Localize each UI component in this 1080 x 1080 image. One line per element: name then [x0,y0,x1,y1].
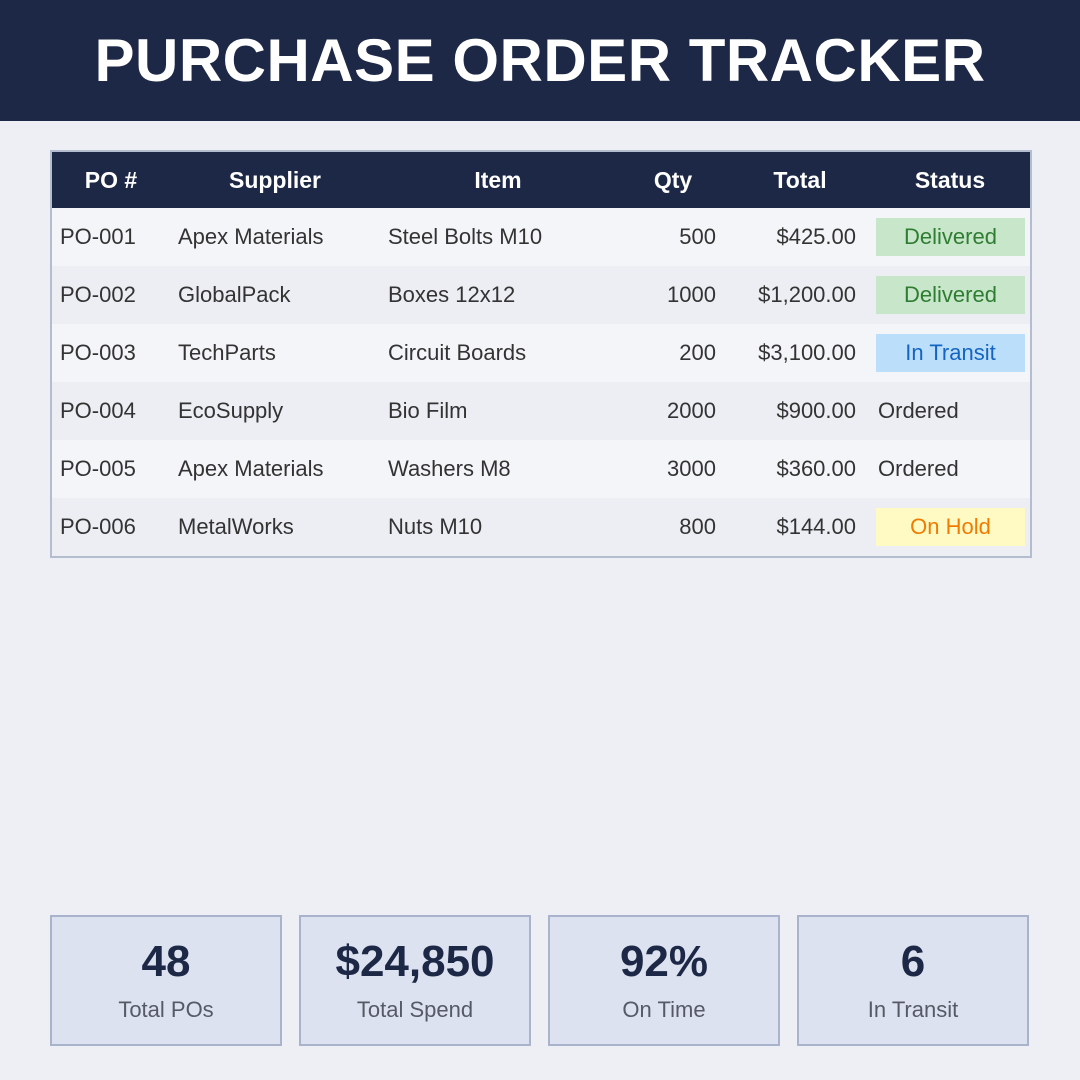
column-header-status[interactable]: Status [914,166,986,193]
stat-card-total-pos: 48 Total POs [50,915,282,1046]
stat-value: 48 [141,937,191,986]
item-cell: Washers M8 [388,456,511,481]
po-cell: PO-003 [60,340,136,365]
status-badge: Delivered [876,218,1025,256]
stat-label: On Time [622,997,706,1022]
supplier-cell: Apex Materials [178,224,324,249]
supplier-cell: GlobalPack [178,282,291,307]
supplier-cell: EcoSupply [178,398,284,423]
purchase-order-table: PO # Supplier Item Qty Total Status PO-0… [50,150,1032,558]
qty-cell: 3000 [667,456,716,481]
total-cell: $900.00 [776,398,856,423]
page-header: PURCHASE ORDER TRACKER [0,0,1080,121]
column-header-total[interactable]: Total [773,166,827,193]
status-cell: Ordered [870,382,1030,440]
po-cell: PO-001 [60,224,136,249]
table-row[interactable]: PO-005 Apex Materials Washers M8 3000 $360.0… [52,440,1030,498]
status-badge: In Transit [876,334,1025,372]
status-badge: Ordered [878,456,959,481]
stat-label: Total Spend [356,997,474,1022]
total-cell: $425.00 [776,224,856,249]
status-cell: Ordered [870,440,1030,498]
stat-card-total-spend: $24,850 Total Spend [299,915,531,1046]
status-badge: Delivered [876,276,1025,314]
qty-cell: 1000 [667,282,716,307]
qty-cell: 2000 [667,398,716,423]
stat-card-on-time: 92% On Time [548,915,780,1046]
summary-stats: 48 Total POs $24,850 Total Spend 92% On … [50,915,1030,1046]
total-cell: $1,200.00 [758,282,856,307]
item-cell: Steel Bolts M10 [388,224,543,249]
status-cell: Delivered [870,208,1030,266]
item-cell: Circuit Boards [388,340,527,365]
stat-label: Total POs [118,997,214,1022]
stat-value: 6 [900,937,926,986]
column-header-po[interactable]: PO # [84,166,138,193]
status-badge: On Hold [876,508,1025,546]
table-row[interactable]: PO-003 TechParts Circuit Boards 200 $3,100.0… [52,324,1030,382]
qty-cell: 200 [679,340,716,365]
page-title: PURCHASE ORDER TRACKER [94,27,986,94]
status-badge: Ordered [878,398,959,423]
column-header-item[interactable]: Item [474,166,522,193]
status-cell: In Transit [870,324,1030,382]
table-header-row: PO # Supplier Item Qty Total Status [52,152,1030,208]
table-row[interactable]: PO-001 Apex Materials Steel Bolts M10 500 $4… [52,208,1030,266]
po-cell: PO-005 [60,456,136,481]
status-cell: On Hold [870,498,1030,556]
po-cell: PO-002 [60,282,136,307]
qty-cell: 800 [679,514,716,539]
table-row[interactable]: PO-006 MetalWorks Nuts M10 800 $144.00 On Hol… [52,498,1030,556]
table-row[interactable]: PO-002 GlobalPack Boxes 12x12 1000 $1,200.00… [52,266,1030,324]
total-cell: $144.00 [776,514,856,539]
item-cell: Bio Film [388,398,468,423]
po-cell: PO-006 [60,514,136,539]
total-cell: $360.00 [776,456,856,481]
po-cell: PO-004 [60,398,136,423]
table-row[interactable]: PO-004 EcoSupply Bio Film 2000 $900.00 Ordere… [52,382,1030,440]
status-cell: Delivered [870,266,1030,324]
supplier-cell: TechParts [178,340,276,365]
column-header-qty[interactable]: Qty [653,166,693,193]
stat-value: 92% [619,937,709,986]
supplier-cell: MetalWorks [178,514,294,539]
stat-value: $24,850 [335,937,495,986]
total-cell: $3,100.00 [758,340,856,365]
item-cell: Boxes 12x12 [388,282,516,307]
qty-cell: 500 [679,224,716,249]
column-header-supplier[interactable]: Supplier [228,166,321,193]
supplier-cell: Apex Materials [178,456,324,481]
item-cell: Nuts M10 [388,514,483,539]
stat-card-in-transit: 6 In Transit [797,915,1029,1046]
stat-label: In Transit [867,997,959,1022]
